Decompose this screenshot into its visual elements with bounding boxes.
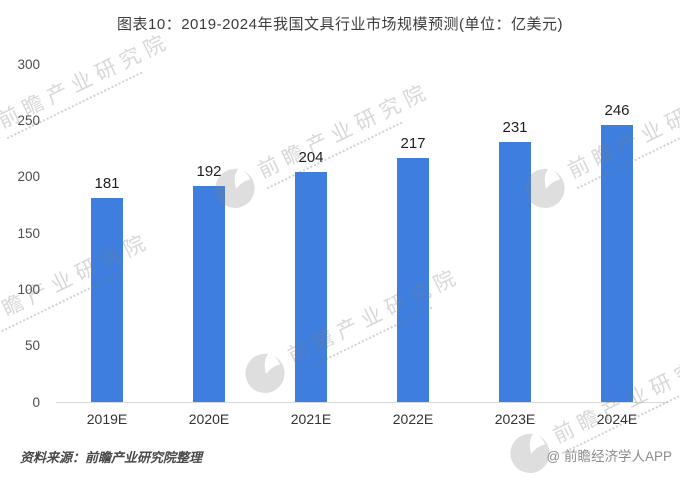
x-tick-label: 2022E <box>392 411 434 427</box>
value-label: 192 <box>196 163 222 180</box>
y-tick-label: 250 <box>17 112 40 128</box>
bar-slot: 231 2023E <box>464 64 566 427</box>
value-label: 217 <box>400 135 426 152</box>
x-tick-label: 2019E <box>86 411 128 427</box>
bar-slot: 217 2022E <box>362 64 464 427</box>
y-tick-label: 0 <box>32 394 40 410</box>
value-label: 246 <box>604 102 630 119</box>
bar <box>499 142 531 402</box>
y-tick-label: 150 <box>17 225 40 241</box>
bar <box>397 158 429 402</box>
y-axis: 0 50 100 150 200 250 300 <box>0 57 46 408</box>
bar-slot: 181 2019E <box>56 64 158 427</box>
x-tick-label: 2021E <box>290 411 332 427</box>
x-tick-label: 2020E <box>188 411 230 427</box>
bar <box>91 198 123 402</box>
bar-slot: 246 2024E <box>566 64 668 427</box>
bar <box>193 186 225 402</box>
bar <box>295 172 327 402</box>
y-tick-label: 300 <box>17 56 40 72</box>
value-label: 204 <box>298 149 324 166</box>
brand-note: @ 前瞻经济学人APP <box>546 449 672 464</box>
bar-slot: 192 2020E <box>158 64 260 427</box>
y-tick-label: 100 <box>17 281 40 297</box>
x-tick-label: 2024E <box>596 411 638 427</box>
chart-title: 图表10：2019-2024年我国文具行业市场规模预测(单位：亿美元) <box>117 16 563 33</box>
bar <box>601 125 633 402</box>
y-tick-label: 50 <box>24 337 40 353</box>
plot-area: 181 2019E 192 2020E 204 2021E 217 2022E 231 2023E… <box>56 64 668 427</box>
value-label: 231 <box>502 119 528 136</box>
value-label: 181 <box>94 175 120 192</box>
source-note: 资料来源：前瞻产业研究院整理 <box>20 450 203 465</box>
x-tick-label: 2023E <box>494 411 536 427</box>
bar-slot: 204 2021E <box>260 64 362 427</box>
y-tick-label: 200 <box>17 168 40 184</box>
